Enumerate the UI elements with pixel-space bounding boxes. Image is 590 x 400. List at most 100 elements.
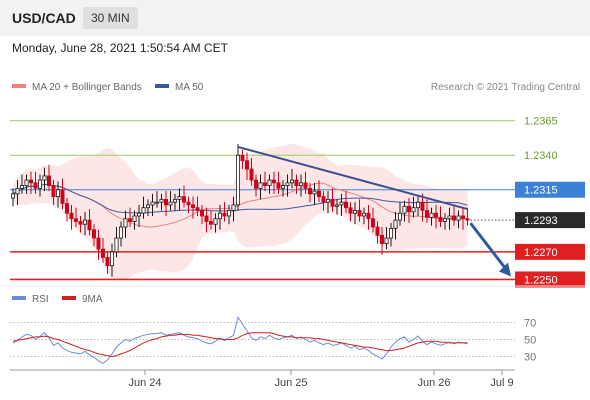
candle-54 [253, 174, 258, 197]
candle-body-17 [87, 219, 92, 231]
candle-body-33 [159, 199, 164, 203]
candle-body-81 [375, 226, 380, 236]
candle-15 [78, 215, 83, 233]
candle-body-41 [195, 207, 200, 211]
candle-68 [316, 180, 321, 203]
candle-58 [271, 171, 276, 194]
candle-96 [442, 213, 447, 230]
candle-52 [244, 152, 249, 181]
rsi-level-label-30: 30 [524, 352, 536, 364]
candle-90 [415, 196, 420, 216]
symbol-label: USD/CAD [12, 10, 76, 26]
candle-75 [348, 202, 353, 222]
level-tag-1.2293 [515, 212, 585, 229]
candle-body-34 [163, 199, 168, 206]
candle-24 [119, 221, 124, 247]
candle-87 [402, 200, 407, 222]
candle-body-60 [280, 185, 285, 189]
candle-body-97 [447, 215, 452, 220]
candle-95 [438, 206, 443, 228]
candle-22 [110, 243, 115, 277]
candle-body-38 [181, 196, 186, 203]
candle-body-98 [451, 215, 456, 221]
candle-body-24 [119, 226, 124, 239]
candle-body-22 [110, 251, 115, 267]
rsi-line [12, 316, 468, 364]
level-label-1.2315: 1.2315 [524, 185, 558, 197]
candle-body-70 [325, 199, 330, 203]
candle-81 [375, 221, 380, 244]
candle-80 [370, 207, 375, 233]
candle-body-9 [51, 185, 56, 198]
candle-body-69 [321, 196, 326, 203]
candle-97 [447, 207, 452, 230]
candle-34 [163, 191, 168, 216]
candle-77 [357, 199, 362, 222]
level-tag-1.2250 [515, 271, 585, 288]
candle-6 [38, 174, 43, 197]
candle-body-28 [136, 212, 141, 217]
candle-body-20 [101, 248, 106, 258]
bollinger-band [13, 143, 468, 280]
candle-13 [69, 204, 74, 230]
candle-body-89 [411, 207, 416, 213]
x-tick-label-1: Jun 25 [274, 377, 307, 389]
candle-50 [235, 144, 240, 211]
level-tag-1.2315 [515, 181, 585, 198]
x-tick-label-0: Jun 24 [128, 377, 161, 389]
level-label-1.2365: 1.2365 [524, 116, 558, 128]
trend-line [237, 145, 468, 211]
candle-93 [429, 207, 434, 226]
candle-14 [74, 207, 79, 228]
candle-body-48 [226, 210, 231, 217]
candle-40 [190, 196, 195, 219]
candle-body-93 [429, 212, 434, 218]
level-label-1.2293: 1.2293 [524, 215, 558, 227]
candle-body-66 [307, 187, 312, 195]
candle-body-23 [114, 237, 119, 253]
candle-30 [145, 199, 150, 216]
candle-55 [258, 174, 263, 200]
forecast-arrow-shaft [469, 222, 509, 272]
candle-5 [33, 171, 38, 194]
candle-45 [213, 213, 218, 233]
chart-header: USD/CAD 30 MIN [0, 0, 590, 36]
candle-62 [289, 169, 294, 189]
candle-body-8 [47, 175, 52, 186]
candle-49 [231, 196, 236, 222]
rsi-legend-label-0: RSI [32, 294, 49, 305]
candle-38 [181, 185, 186, 208]
candle-body-84 [388, 227, 393, 239]
candle-9 [51, 180, 56, 205]
rsi-ma-line [12, 332, 468, 358]
candle-83 [384, 227, 389, 250]
candle-body-64 [298, 182, 303, 186]
candle-body-85 [393, 219, 398, 229]
candle-57 [267, 174, 272, 194]
candle-body-88 [406, 205, 411, 213]
candle-body-18 [92, 229, 97, 239]
candle-69 [321, 191, 326, 211]
candle-body-6 [38, 179, 43, 189]
candle-31 [150, 193, 155, 216]
candle-32 [154, 191, 159, 208]
candle-79 [366, 204, 371, 230]
candle-67 [312, 182, 317, 205]
timeframe-badge[interactable]: 30 MIN [83, 7, 138, 29]
candle-body-12 [65, 203, 70, 214]
candle-46 [217, 204, 222, 230]
candle-body-19 [96, 237, 101, 250]
candle-60 [280, 180, 285, 197]
candle-body-62 [289, 179, 294, 184]
candle-body-80 [370, 218, 375, 228]
candle-18 [92, 224, 97, 247]
candle-body-44 [208, 221, 213, 225]
candle-43 [204, 207, 209, 233]
candle-35 [168, 191, 173, 211]
level-label-1.2250: 1.2250 [524, 274, 558, 286]
candle-42 [199, 204, 204, 225]
candle-71 [330, 188, 335, 212]
candle-body-2 [19, 185, 24, 189]
candle-body-55 [258, 182, 263, 189]
